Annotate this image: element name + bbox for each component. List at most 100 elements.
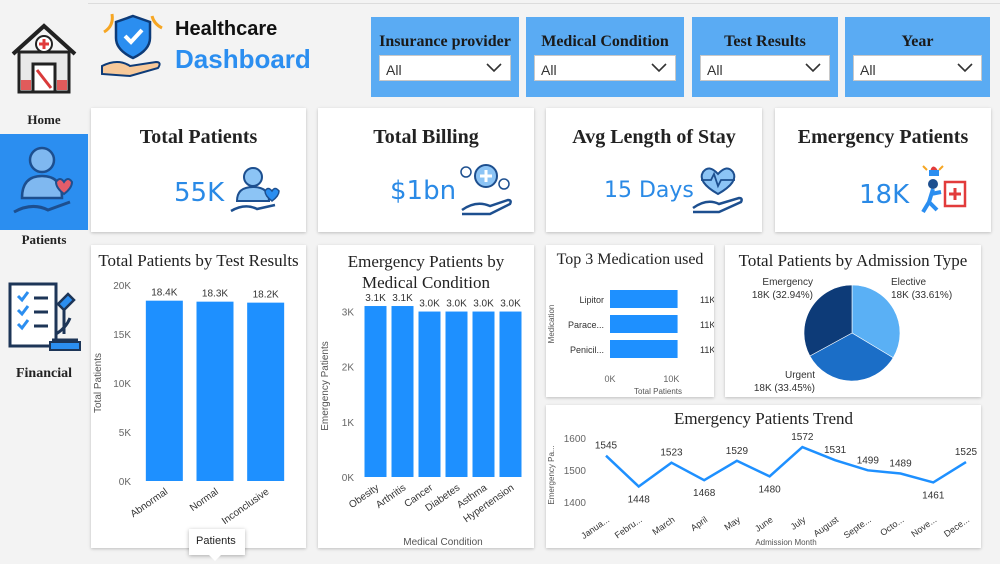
filter-title: Insurance provider — [379, 33, 511, 50]
data-label: 1489 — [889, 459, 912, 470]
kpi-total-billing: Total Billing $1bn — [318, 108, 534, 232]
x-tick-label: Inconclusive — [220, 486, 272, 527]
tooltip-text: Patients — [196, 535, 236, 547]
tooltip: Patients — [189, 529, 245, 555]
medical-condition-dropdown[interactable]: All — [534, 55, 676, 81]
tooltip-pointer — [209, 555, 221, 561]
bar — [610, 315, 678, 333]
y-tick-label: Lipitor — [579, 295, 604, 305]
x-tick-label: August — [812, 514, 841, 539]
filter-year: Year All — [845, 17, 990, 97]
bar — [391, 306, 414, 477]
emergency-condition-bar-chart: 0K1K2K3K3.1KObesity3.1KArthritis3.0KCanc… — [320, 293, 522, 548]
year-dropdown[interactable]: All — [853, 55, 982, 81]
filter-medical-condition: Medical Condition All — [526, 17, 684, 97]
sidebar-nav: Home Patients Financial — [0, 0, 88, 564]
x-tick-label: Octo... — [878, 514, 905, 537]
y-tick-label: 5K — [119, 428, 132, 439]
test-results-bar-chart: 0K 5K 10K 15K 20K 18.4K Abnormal 18.3K Normal 18.… — [93, 281, 285, 527]
data-label: 1531 — [824, 445, 847, 456]
data-label: 1448 — [628, 495, 651, 506]
x-tick-label: Dece... — [942, 514, 971, 539]
y-tick-label: 15K — [113, 330, 131, 341]
x-tick-label: 10K — [663, 374, 679, 384]
y-tick-label: 10K — [113, 379, 131, 390]
x-tick-label: Arthritis — [374, 482, 408, 510]
nav-home[interactable]: Home — [0, 18, 88, 130]
nav-home-label: Home — [27, 112, 61, 127]
patient-heart-icon — [230, 167, 280, 213]
brand-title-line1: Healthcare — [175, 18, 278, 40]
y-tick-label: 1400 — [564, 498, 587, 509]
x-axis-title: Total Patients — [634, 387, 682, 396]
money-hand-icon — [460, 164, 512, 216]
bar — [499, 311, 522, 477]
data-label: 3.1K — [392, 293, 413, 304]
dropdown-value: All — [860, 62, 876, 78]
filter-title: Year — [901, 33, 934, 50]
data-label: 18.4K — [151, 288, 177, 299]
bar — [418, 311, 441, 477]
pie-slice — [809, 332, 894, 382]
data-label: 1523 — [660, 448, 683, 459]
x-tick-label: Obesity — [347, 482, 381, 510]
data-label: 1499 — [857, 455, 880, 466]
kpi-value: $1bn — [390, 176, 457, 206]
kpi-emergency-patients: Emergency Patients 18K — [775, 108, 991, 232]
chart-card-admission-type: Total Patients by Admission Type Electiv… — [725, 245, 981, 397]
chevron-down-icon — [486, 63, 502, 73]
x-tick-label: July — [789, 514, 808, 532]
trend-line — [605, 445, 967, 489]
heart-hand-icon — [692, 167, 743, 214]
brand-title-line2: Dashboard — [175, 44, 311, 74]
test-results-dropdown[interactable]: All — [700, 55, 830, 81]
kpi-title: Emergency Patients — [797, 126, 969, 148]
nav-financial[interactable]: Financial — [0, 278, 88, 388]
chevron-down-icon — [651, 63, 667, 73]
chart-title: Total Patients by Admission Type — [738, 251, 968, 270]
hospital-icon — [11, 23, 77, 94]
chart-title: Top 3 Medication used — [556, 251, 704, 268]
data-label: 1572 — [791, 432, 814, 443]
data-label: 1468 — [693, 488, 716, 499]
slice-value-label: 18K (33.61%) — [891, 290, 952, 301]
chart-title: Emergency Patients by Medical Condition — [347, 252, 505, 292]
chart-card-test-results: Total Patients by Test Results 0K 5K 10K 15… — [91, 245, 306, 548]
x-tick-label: Septe... — [842, 514, 873, 540]
y-axis-title: Medication — [547, 305, 556, 344]
slice-label: Emergency — [762, 277, 813, 288]
data-label: 1525 — [955, 447, 978, 458]
chart-card-emergency-condition: Emergency Patients by Medical Condition … — [318, 245, 534, 548]
admission-type-pie-chart: Elective 18K (33.61%) Urgent 18K (33.45%) Em… — [752, 277, 952, 394]
chart-title: Emergency Patients Trend — [673, 409, 854, 428]
kpi-value: 15 Days — [604, 178, 694, 203]
nav-patients-label: Patients — [21, 232, 67, 247]
x-axis-title: Admission Month — [755, 538, 816, 547]
data-label: 18.3K — [202, 289, 228, 300]
chevron-down-icon — [957, 63, 973, 73]
bar — [610, 340, 678, 358]
data-label: 3.1K — [365, 293, 386, 304]
filter-title: Test Results — [724, 33, 806, 50]
y-axis-title: Total Patients — [93, 353, 104, 413]
pie-slice — [851, 284, 901, 359]
data-label: 11K — [700, 295, 714, 305]
x-tick-label: Janua... — [579, 514, 611, 541]
nav-patients[interactable]: Patients — [0, 134, 88, 247]
emergency-trend-line-chart: 1400 1500 1600 1545 Janua... 1448 Febru... 1523… — [547, 432, 978, 547]
shield-hand-logo-icon — [101, 13, 163, 78]
data-label: 1529 — [726, 446, 749, 457]
x-tick-label: Febru... — [613, 514, 644, 540]
top-medication-bar-chart: Lipitor 11K Parace... 11K Penicil... 11K 0K 10K… — [547, 290, 714, 396]
data-label: 1461 — [922, 490, 945, 501]
chevron-down-icon — [805, 63, 821, 73]
insurance-provider-dropdown[interactable]: All — [379, 55, 511, 81]
bar — [610, 290, 678, 308]
y-tick-label: 2K — [342, 363, 355, 374]
x-axis-title: Medical Condition — [403, 537, 483, 548]
y-axis-title: Emergency Pa... — [547, 445, 556, 504]
slice-value-label: 18K (33.45%) — [754, 383, 815, 394]
data-label: 11K — [700, 320, 714, 330]
y-tick-label: 20K — [113, 281, 131, 292]
top-divider — [0, 3, 1000, 4]
